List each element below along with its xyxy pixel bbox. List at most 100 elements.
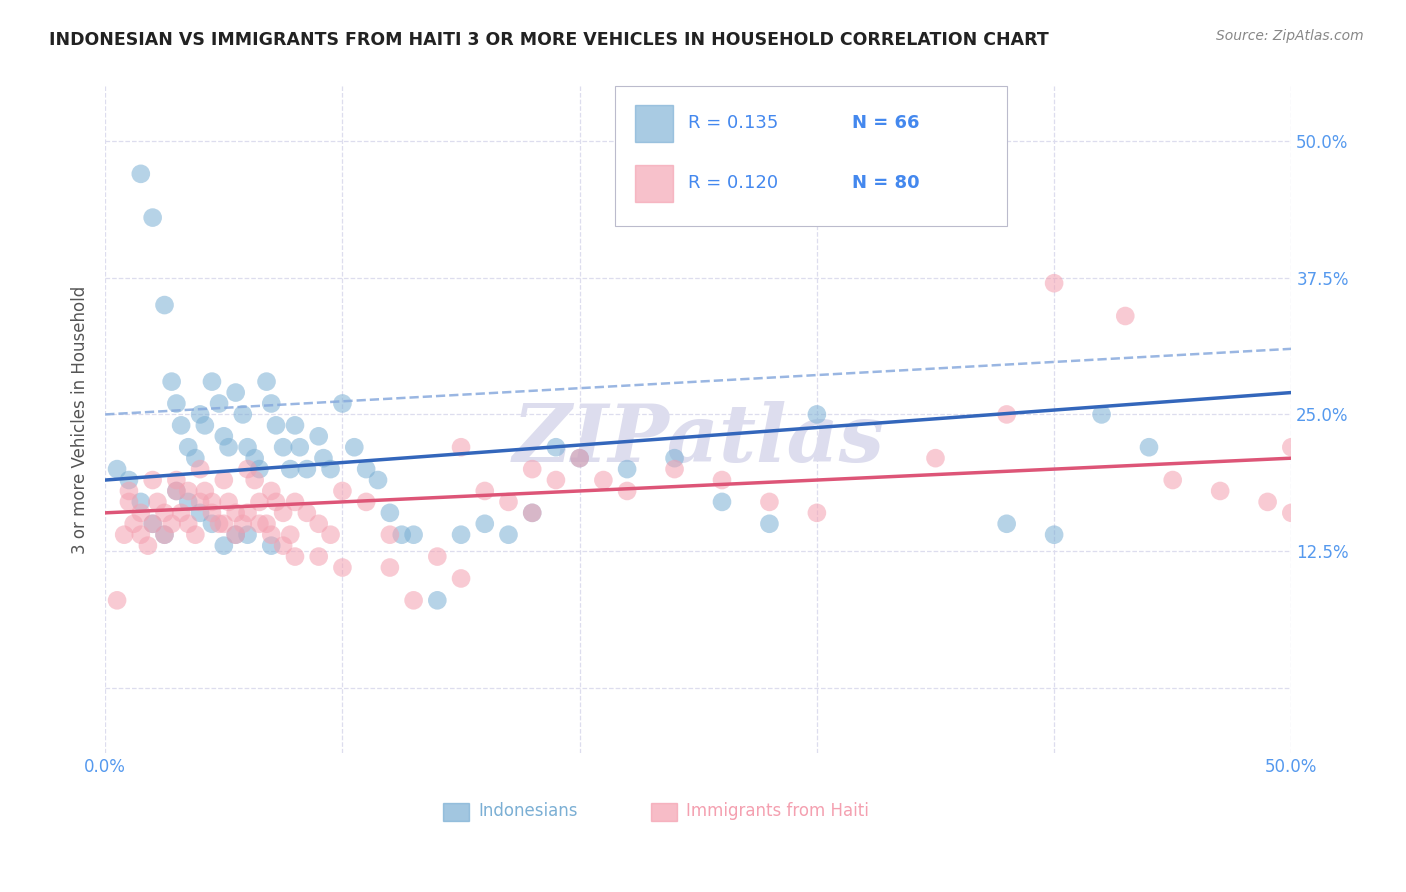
Point — [522, 506, 544, 520]
Point — [498, 495, 520, 509]
Point — [136, 539, 159, 553]
Point — [1043, 276, 1066, 290]
Point — [308, 549, 330, 564]
Point — [260, 539, 283, 553]
Point — [243, 473, 266, 487]
Point — [426, 593, 449, 607]
Point — [201, 375, 224, 389]
Point — [142, 516, 165, 531]
Point — [308, 516, 330, 531]
Text: Source: ZipAtlas.com: Source: ZipAtlas.com — [1216, 29, 1364, 43]
Point — [1257, 495, 1279, 509]
Point — [378, 527, 401, 541]
Point — [474, 483, 496, 498]
Point — [402, 527, 425, 541]
Point — [249, 462, 271, 476]
Point — [522, 506, 544, 520]
Point — [616, 462, 638, 476]
Point — [664, 451, 686, 466]
Point — [402, 593, 425, 607]
Point — [177, 483, 200, 498]
Point — [146, 495, 169, 509]
Text: Indonesians: Indonesians — [479, 803, 578, 821]
Point — [271, 539, 294, 553]
Point — [165, 483, 187, 498]
Point — [288, 440, 311, 454]
Bar — [651, 803, 676, 822]
Y-axis label: 3 or more Vehicles in Household: 3 or more Vehicles in Household — [72, 285, 89, 554]
Point — [243, 451, 266, 466]
Point — [1161, 473, 1184, 487]
Point — [118, 473, 141, 487]
Point — [544, 440, 567, 454]
Point — [112, 527, 135, 541]
Point — [367, 473, 389, 487]
Point — [450, 527, 472, 541]
Point — [184, 527, 207, 541]
Point — [450, 571, 472, 585]
Point — [153, 527, 176, 541]
Point — [1114, 309, 1136, 323]
Point — [450, 440, 472, 454]
Point — [236, 527, 259, 541]
Point — [522, 462, 544, 476]
Point — [177, 516, 200, 531]
Point — [1043, 527, 1066, 541]
Point — [995, 408, 1018, 422]
Point — [208, 516, 231, 531]
Point — [1209, 483, 1232, 498]
Point — [118, 495, 141, 509]
Point — [343, 440, 366, 454]
Point — [129, 527, 152, 541]
Point — [332, 483, 354, 498]
Point — [278, 462, 301, 476]
Point — [806, 408, 828, 422]
Point — [711, 495, 734, 509]
Point — [284, 495, 307, 509]
Point — [188, 495, 211, 509]
Point — [1279, 506, 1302, 520]
Text: ZIPatlas: ZIPatlas — [512, 401, 884, 479]
Point — [177, 495, 200, 509]
Point — [284, 418, 307, 433]
Text: INDONESIAN VS IMMIGRANTS FROM HAITI 3 OR MORE VEHICLES IN HOUSEHOLD CORRELATION : INDONESIAN VS IMMIGRANTS FROM HAITI 3 OR… — [49, 31, 1049, 49]
Point — [188, 506, 211, 520]
Point — [284, 549, 307, 564]
Point — [498, 527, 520, 541]
Point — [201, 495, 224, 509]
Point — [236, 462, 259, 476]
Point — [142, 473, 165, 487]
Point — [616, 483, 638, 498]
Point — [142, 516, 165, 531]
Point — [308, 429, 330, 443]
Text: R = 0.135: R = 0.135 — [688, 114, 778, 132]
Point — [391, 527, 413, 541]
Point — [201, 516, 224, 531]
Point — [212, 516, 235, 531]
Point — [170, 418, 193, 433]
Point — [319, 462, 342, 476]
Point — [201, 506, 224, 520]
Point — [225, 385, 247, 400]
Point — [271, 440, 294, 454]
Point — [105, 462, 128, 476]
Point — [592, 473, 614, 487]
Point — [232, 516, 254, 531]
Point — [212, 429, 235, 443]
Point — [806, 506, 828, 520]
Point — [236, 440, 259, 454]
Point — [188, 462, 211, 476]
Point — [194, 418, 217, 433]
Point — [165, 473, 187, 487]
Point — [232, 408, 254, 422]
Text: N = 80: N = 80 — [852, 174, 920, 192]
Text: Immigrants from Haiti: Immigrants from Haiti — [686, 803, 869, 821]
Point — [225, 506, 247, 520]
Point — [260, 396, 283, 410]
Point — [664, 462, 686, 476]
Point — [319, 527, 342, 541]
Point — [118, 483, 141, 498]
Point — [188, 408, 211, 422]
Point — [160, 516, 183, 531]
Point — [249, 516, 271, 531]
